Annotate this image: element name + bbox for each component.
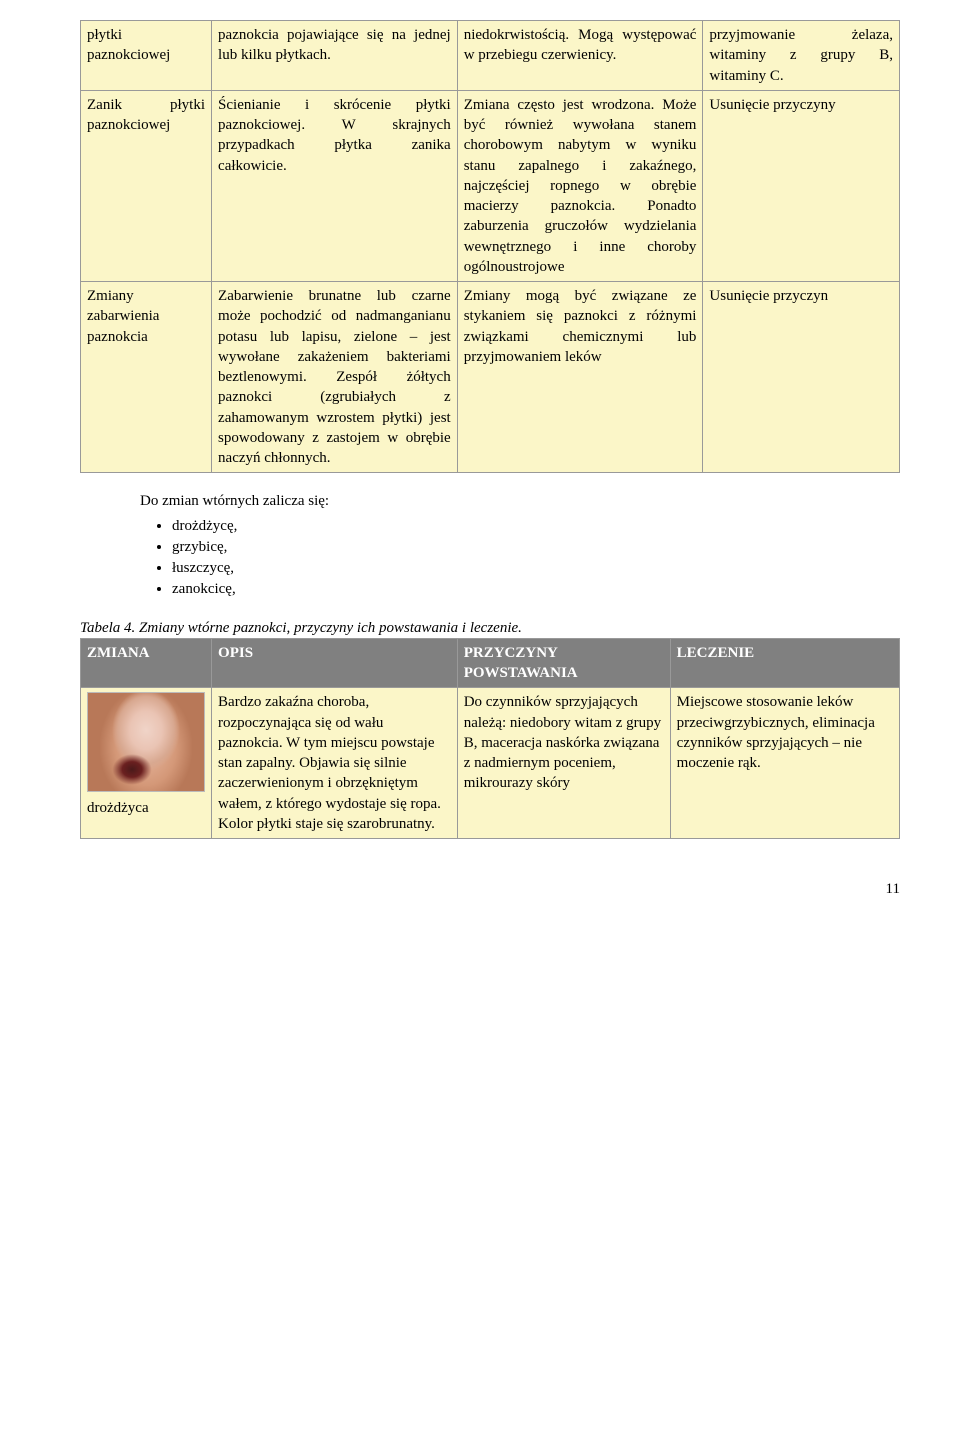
table-row: płytki paznokciowej paznokcia pojawiając… [81, 21, 900, 91]
col-header-zmiana: ZMIANA [81, 638, 212, 688]
col-header-opis: OPIS [212, 638, 458, 688]
cell-treat: Usunięcie przyczyn [703, 282, 900, 473]
cell-treat: Usunięcie przyczyny [703, 90, 900, 281]
cell-treat: przyjmowanie żelaza, witaminy z grupy B,… [703, 21, 900, 91]
cell-label: drożdżyca [87, 798, 205, 818]
cell-desc: paznokcia pojawiające się na jednej lub … [212, 21, 458, 91]
list-item: grzybicę, [172, 537, 900, 557]
list-item: zanokcicę, [172, 579, 900, 599]
cell-name: Zmiany zabarwienia paznokcia [81, 282, 212, 473]
nail-changes-table: płytki paznokciowej paznokcia pojawiając… [80, 20, 900, 473]
cell-cause: Zmiany mogą być związane ze stykaniem si… [457, 282, 703, 473]
cell-name: Zanik płytki paznokciowej [81, 90, 212, 281]
nail-photo-icon [87, 692, 205, 792]
cell-cause: Zmiana często jest wrodzona. Może być ró… [457, 90, 703, 281]
table-row: Zmiany zabarwienia paznokcia Zabarwienie… [81, 282, 900, 473]
cell-cause: Do czynników sprzyjających należą: niedo… [457, 688, 670, 839]
table-header-row: ZMIANA OPIS PRZYCZYNY POWSTAWANIA LECZEN… [81, 638, 900, 688]
list-lead: Do zmian wtórnych zalicza się: [140, 491, 900, 511]
cell-desc: Ścienianie i skrócenie płytki paznokciow… [212, 90, 458, 281]
col-header-przyczyny: PRZYCZYNY POWSTAWANIA [457, 638, 670, 688]
cell-name: drożdżyca [81, 688, 212, 839]
cell-treat: Miejscowe stosowanie leków przeciwgrzybi… [670, 688, 899, 839]
table-row: drożdżyca Bardzo zakaźna choroba, rozpoc… [81, 688, 900, 839]
page-number: 11 [80, 879, 900, 899]
secondary-changes-table: ZMIANA OPIS PRZYCZYNY POWSTAWANIA LECZEN… [80, 638, 900, 839]
secondary-changes-list: Do zmian wtórnych zalicza się: drożdżycę… [140, 491, 900, 599]
table-caption: Tabela 4. Zmiany wtórne paznokci, przycz… [80, 618, 900, 638]
col-header-leczenie: LECZENIE [670, 638, 899, 688]
list-item: drożdżycę, [172, 516, 900, 536]
cell-name: płytki paznokciowej [81, 21, 212, 91]
cell-desc: Zabarwienie brunatne lub czarne może poc… [212, 282, 458, 473]
list-item: łuszczycę, [172, 558, 900, 578]
cell-desc: Bardzo zakaźna choroba, rozpoczynająca s… [212, 688, 458, 839]
table-row: Zanik płytki paznokciowej Ścienianie i s… [81, 90, 900, 281]
cell-cause: niedokrwistością. Mogą występować w prze… [457, 21, 703, 91]
